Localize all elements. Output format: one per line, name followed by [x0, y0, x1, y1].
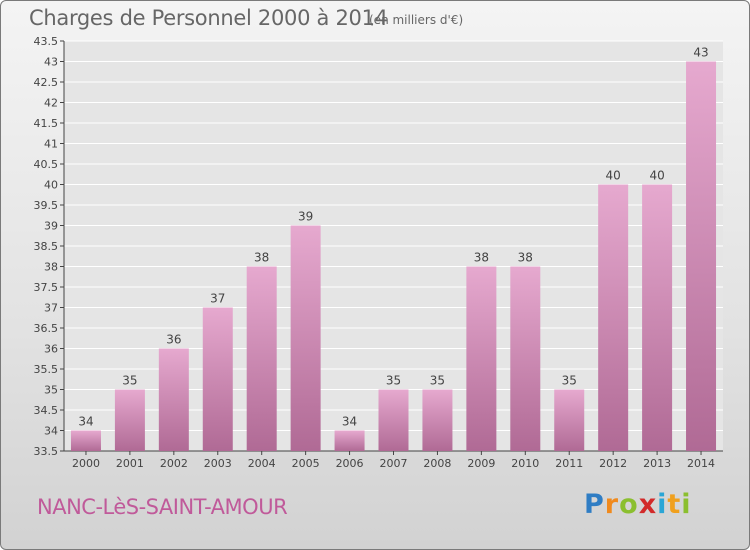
bar-2004	[246, 266, 277, 451]
x-tick-label: 2005	[292, 457, 320, 470]
bar-2009	[466, 266, 497, 451]
y-tick-label: 33.5	[34, 445, 59, 458]
y-tick-label: 42.5	[34, 76, 59, 89]
y-tick-label: 34.5	[34, 404, 59, 417]
value-label: 35	[386, 374, 401, 388]
bar-2013	[642, 184, 673, 451]
y-tick-label: 37	[44, 302, 58, 315]
value-label: 38	[254, 251, 269, 265]
x-tick-label: 2006	[336, 457, 364, 470]
x-tick-label: 2000	[72, 457, 100, 470]
value-label: 35	[122, 374, 137, 388]
y-tick-label: 38.5	[34, 240, 59, 253]
y-tick-label: 40	[44, 179, 58, 192]
chart-title: Charges de Personnel 2000 à 2014	[29, 6, 388, 30]
bar-2006	[334, 430, 365, 451]
bar-2001	[114, 389, 145, 451]
x-tick-label: 2011	[555, 457, 583, 470]
logo-letter: r	[604, 489, 620, 520]
bar-2011	[554, 389, 585, 451]
y-tick-label: 36	[44, 343, 58, 356]
y-tick-label: 40.5	[34, 158, 59, 171]
y-tick-label: 42	[44, 97, 58, 110]
y-tick-label: 35	[44, 384, 58, 397]
x-tick-label: 2013	[643, 457, 671, 470]
commune-name: NANC-LèS-SAINT-AMOUR	[37, 495, 288, 519]
y-tick-label: 35.5	[34, 363, 59, 376]
logo-letter: o	[619, 489, 639, 520]
x-tick-label: 2004	[248, 457, 276, 470]
y-tick-label: 39	[44, 220, 58, 233]
x-tick-label: 2009	[467, 457, 495, 470]
y-tick-label: 41	[44, 138, 58, 151]
bar-2008	[422, 389, 453, 451]
y-tick-label: 34	[44, 425, 58, 438]
x-tick-label: 2003	[204, 457, 232, 470]
x-tick-label: 2014	[687, 457, 715, 470]
value-label: 43	[693, 46, 708, 60]
x-tick-label: 2002	[160, 457, 188, 470]
proxiti-logo: Proxiti	[584, 489, 692, 520]
logo-letter: i	[681, 489, 692, 520]
bar-2007	[378, 389, 409, 451]
value-labels: 34 35 36 37 38 39 34 35 35 38 38 35 40 40 43	[78, 46, 708, 429]
bar-2014	[686, 61, 717, 451]
y-tick-label: 41.5	[34, 117, 59, 130]
x-tick-label: 2010	[511, 457, 539, 470]
bar-2003	[202, 307, 233, 451]
value-label: 39	[298, 210, 313, 224]
value-label: 37	[210, 292, 225, 306]
bars	[70, 61, 717, 451]
y-tick-label: 43.5	[34, 35, 59, 48]
y-tick-label: 43	[44, 56, 58, 69]
y-tick-label: 36.5	[34, 322, 59, 335]
x-tick-label: 2007	[380, 457, 408, 470]
logo-letter: P	[584, 489, 605, 520]
y-tick-label: 39.5	[34, 199, 59, 212]
bar-2005	[290, 225, 321, 451]
y-tick-label: 38	[44, 261, 58, 274]
bar-2002	[158, 348, 189, 451]
logo-letter: i	[657, 489, 668, 520]
value-label: 36	[166, 333, 181, 347]
logo-letter: x	[638, 489, 658, 520]
value-label: 35	[430, 374, 445, 388]
value-label: 38	[518, 251, 533, 265]
value-label: 35	[562, 374, 577, 388]
value-label: 40	[606, 169, 621, 183]
x-tick-label: 2001	[116, 457, 144, 470]
value-label: 40	[649, 169, 664, 183]
bar-2000	[70, 430, 101, 451]
y-tick-label: 37.5	[34, 281, 59, 294]
y-tick-labels: 33.5 34 34.5 35 35.5 36 36.5 37 37.5 38 38.5 39 39.5…	[34, 35, 59, 458]
x-tick-labels: 2000 2001 2002 2003 2004 2005 2006 2007 2008 2009…	[72, 457, 715, 470]
bar-2012	[598, 184, 629, 451]
value-label: 34	[78, 415, 93, 429]
bar-2010	[510, 266, 541, 451]
chart-subtitle: (en milliers d'€)	[369, 13, 464, 27]
value-label: 38	[474, 251, 489, 265]
logo-letter: t	[667, 489, 682, 520]
x-tick-label: 2008	[423, 457, 451, 470]
x-tick-label: 2012	[599, 457, 627, 470]
value-label: 34	[342, 415, 357, 429]
